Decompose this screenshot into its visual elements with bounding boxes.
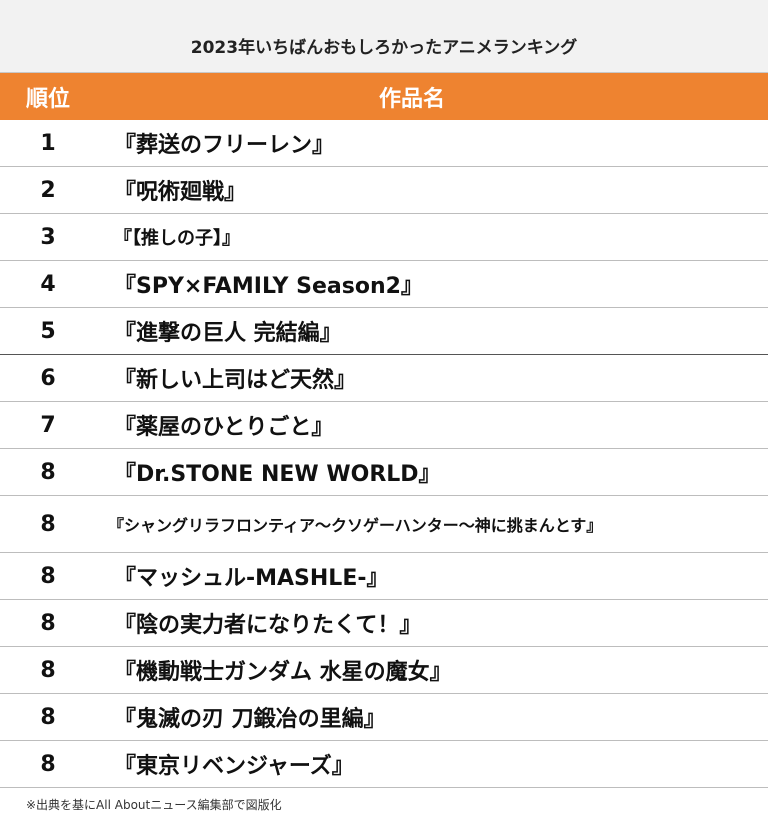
table-row: 8 『機動戦士ガンダム 水星の魔女』	[0, 647, 768, 694]
table-row: 4 『SPY×FAMILY Season2』	[0, 261, 768, 308]
table-row: 3 『【推しの子】』	[0, 214, 768, 261]
title-cell: 『機動戦士ガンダム 水星の魔女』	[114, 660, 452, 685]
rank-cell: 8	[40, 610, 56, 636]
rank-cell: 4	[40, 271, 56, 297]
title-cell: 『マッシュル-MASHLE-』	[114, 566, 389, 591]
table-header: 順位 作品名	[0, 73, 768, 120]
title-cell: 『陰の実力者になりたくて！』	[114, 613, 422, 638]
table-row: 8 『マッシュル-MASHLE-』	[0, 553, 768, 600]
table-row: 6 『新しい上司はど天然』	[0, 355, 768, 402]
rank-cell: 2	[40, 177, 56, 203]
rank-cell: 6	[40, 365, 56, 391]
table-row: 8 『東京リベンジャーズ』	[0, 741, 768, 788]
table-row: 8 『シャングリラフロンティア〜クソゲーハンター〜神に挑まんとす』	[0, 496, 768, 553]
rank-cell: 7	[40, 412, 56, 438]
rank-cell: 3	[40, 224, 56, 250]
table-row: 5 『進撃の巨人 完結編』	[0, 308, 768, 355]
title-cell: 『葬送のフリーレン』	[114, 133, 335, 158]
title-cell: 『呪術廻戦』	[114, 180, 247, 205]
ranking-table: 1 『葬送のフリーレン』 2 『呪術廻戦』 3 『【推しの子】』 4 『SPY×…	[0, 120, 768, 788]
title-cell: 『進撃の巨人 完結編』	[114, 321, 342, 346]
ranking-title: 2023年いちばんおもしろかったアニメランキング	[0, 0, 768, 73]
title-cell: 『シャングリラフロンティア〜クソゲーハンター〜神に挑まんとす』	[108, 516, 603, 535]
title-cell: 『東京リベンジャーズ』	[114, 754, 354, 779]
rank-cell: 8	[40, 751, 56, 777]
rank-cell: 8	[40, 657, 56, 683]
rank-cell: 8	[40, 704, 56, 730]
title-cell: 『新しい上司はど天然』	[114, 368, 357, 393]
source-footnote: ※出典を基にAll Aboutニュース編集部で図版化	[26, 798, 282, 812]
rank-cell: 8	[40, 511, 56, 537]
table-row: 8 『鬼滅の刃 刀鍛冶の里編』	[0, 694, 768, 741]
title-cell: 『SPY×FAMILY Season2』	[114, 274, 423, 299]
rank-cell: 8	[40, 563, 56, 589]
header-title: 作品名	[378, 86, 445, 112]
rank-cell: 1	[40, 130, 56, 156]
header-rank: 順位	[25, 86, 70, 112]
title-cell: 『薬屋のひとりごと』	[114, 415, 334, 440]
title-cell: 『【推しの子】』	[114, 228, 240, 249]
rank-cell: 5	[40, 318, 56, 344]
title-cell: 『鬼滅の刃 刀鍛冶の里編』	[114, 707, 386, 732]
title-cell: 『Dr.STONE NEW WORLD』	[114, 462, 441, 487]
rank-cell: 8	[40, 459, 56, 485]
table-row: 8 『陰の実力者になりたくて！』	[0, 600, 768, 647]
table-row: 8 『Dr.STONE NEW WORLD』	[0, 449, 768, 496]
table-row: 1 『葬送のフリーレン』	[0, 120, 768, 167]
table-row: 2 『呪術廻戦』	[0, 167, 768, 214]
table-row: 7 『薬屋のひとりごと』	[0, 402, 768, 449]
